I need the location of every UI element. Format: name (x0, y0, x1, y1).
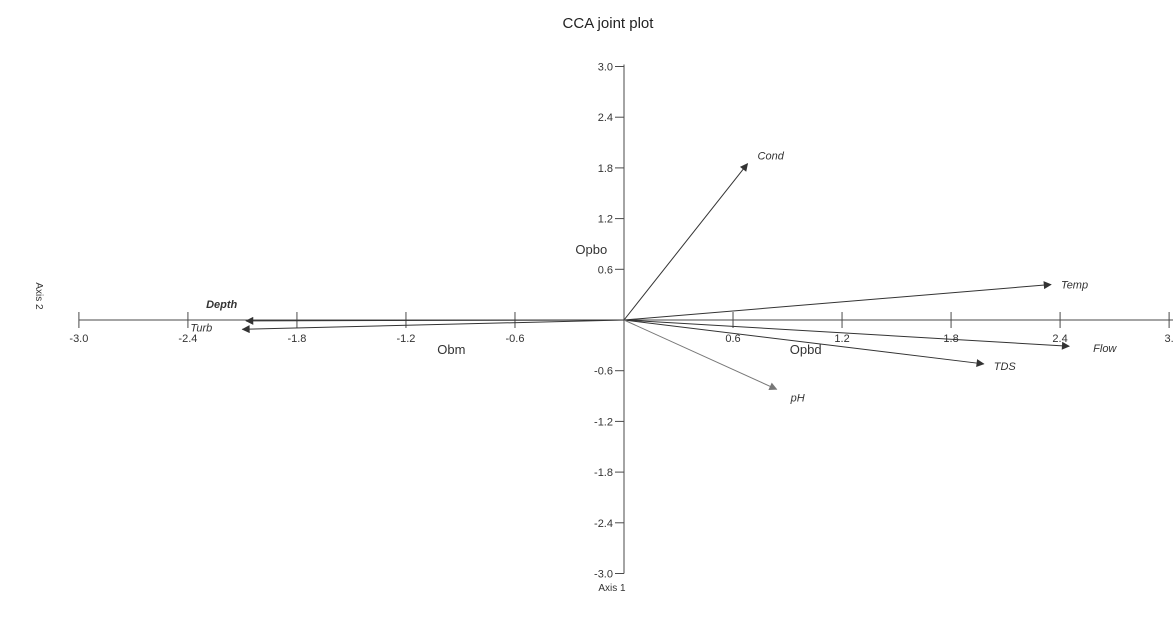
y-tick-label: -2.4 (594, 518, 613, 530)
vector-label-cond: Cond (758, 151, 785, 163)
vector-label-turb: Turb (190, 322, 212, 334)
vector-label-ph: pH (790, 392, 805, 404)
x-tick-label: 1.2 (834, 333, 849, 345)
species-points: Opbo Obm Opbd (437, 242, 821, 357)
vector-flow (623, 319, 1070, 350)
environmental-vectors: Cond Temp Flow TDS pH Depth Turb (190, 151, 1117, 405)
vector-label-temp: Temp (1061, 280, 1088, 292)
species-label-opbd: Opbd (790, 342, 822, 357)
vector-label-flow: Flow (1093, 343, 1117, 355)
axes: -3.0 -2.4 -1.8 -1.2 -0.6 0.6 1.2 1.8 2.4 3. 3.0 2.4… (69, 62, 1173, 581)
y-tick-label: 1.8 (598, 163, 613, 175)
x-axis-title: Axis 1 (598, 583, 626, 594)
vector-depth (245, 316, 625, 325)
y-tick-label: -0.6 (594, 366, 613, 378)
chart-title: CCA joint plot (563, 15, 655, 32)
vector-tds (623, 319, 985, 368)
species-label-obm: Obm (437, 342, 465, 357)
x-tick-label: -1.8 (287, 333, 306, 345)
species-label-opbo: Opbo (575, 242, 607, 257)
y-tick-label: -1.2 (594, 416, 613, 428)
vector-label-tds: TDS (994, 361, 1017, 373)
vector-turb (241, 319, 625, 334)
y-tick-label: 3.0 (598, 62, 613, 74)
y-tick-label: 1.2 (598, 214, 613, 226)
y-tick-label: -3.0 (594, 569, 613, 581)
x-tick-label: 2.4 (1052, 333, 1067, 345)
y-tick-label: -1.8 (594, 467, 613, 479)
x-tick-label: 0.6 (725, 333, 740, 345)
x-tick-label: -0.6 (505, 333, 524, 345)
vector-cond (623, 163, 749, 321)
y-tick-label: 2.4 (598, 112, 613, 124)
y-tick-label: 0.6 (598, 264, 613, 276)
vector-ph (623, 319, 778, 390)
x-tick-label: -3.0 (69, 333, 88, 345)
vector-temp (623, 281, 1052, 321)
x-tick-label: 3. (1165, 333, 1173, 345)
vector-label-depth: Depth (206, 299, 237, 311)
x-tick-label: -1.2 (396, 333, 415, 345)
x-tick-label: -2.4 (178, 333, 197, 345)
y-axis-title: Axis 2 (33, 282, 44, 310)
